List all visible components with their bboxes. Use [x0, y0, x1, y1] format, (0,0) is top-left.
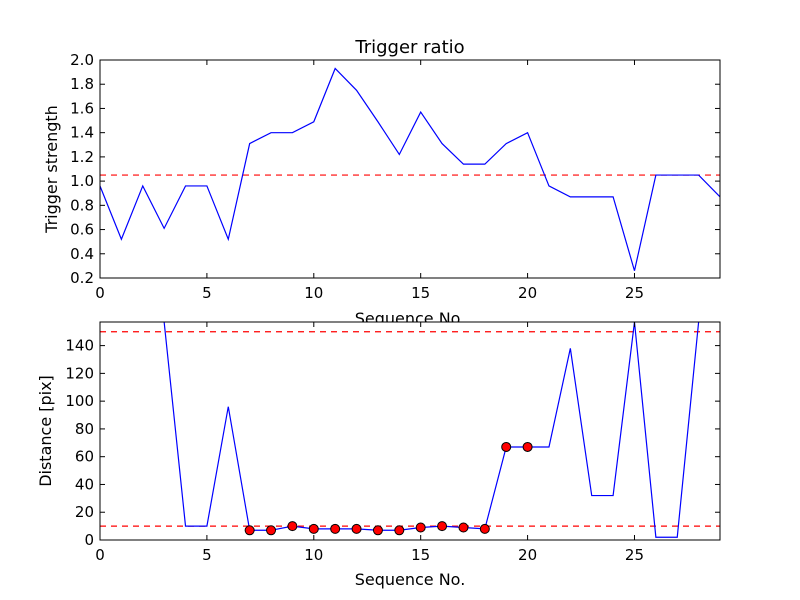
data-point-marker [522, 441, 533, 452]
x-tick-label: 0 [95, 546, 105, 564]
top-y-ticks: 0.2 0.4 0.6 0.8 1.0 1.2 1.4 1.6 1.8 2.0 [70, 51, 720, 287]
y-tick-label: 0.6 [70, 221, 94, 239]
y-tick-label: 2.0 [70, 51, 94, 69]
data-point-marker [330, 523, 341, 534]
y-tick-label: 60 [75, 448, 94, 466]
y-tick-label: 40 [75, 475, 94, 493]
y-tick-label: 0.4 [70, 245, 94, 263]
data-point-marker [458, 522, 469, 533]
top-chart-title: Trigger ratio [354, 37, 464, 58]
bottom-y-axis-label: Distance [pix] [36, 375, 55, 487]
data-point-marker [394, 525, 405, 536]
y-tick-label: 1.8 [70, 75, 94, 93]
data-point-marker [415, 522, 426, 533]
x-tick-label: 15 [411, 284, 430, 302]
top-y-axis-label: Trigger strength [42, 105, 61, 234]
bottom-subplot: 0 5 10 15 20 25 0 20 40 60 80 100 120 140 Sequence N… [36, 321, 721, 589]
top-axes-border [99, 59, 721, 279]
x-tick-label: 0 [95, 284, 105, 302]
bottom-series [163, 322, 700, 538]
y-tick-label: 1.4 [70, 124, 94, 142]
y-tick-label: 1.6 [70, 99, 94, 117]
x-tick-label: 15 [411, 546, 430, 564]
x-tick-label: 10 [304, 284, 323, 302]
x-tick-label: 25 [625, 546, 644, 564]
bottom-axes-border [99, 321, 721, 541]
y-tick-label: 0.2 [70, 269, 94, 287]
data-point-marker [501, 441, 512, 452]
y-tick-label: 100 [65, 392, 94, 410]
y-tick-label: 20 [75, 503, 94, 521]
y-tick-label: 80 [75, 420, 94, 438]
y-tick-label: 0.8 [70, 196, 94, 214]
y-tick-label: 0 [84, 531, 94, 549]
x-tick-label: 5 [202, 546, 212, 564]
x-tick-label: 20 [518, 546, 537, 564]
data-point-marker [308, 523, 319, 534]
top-plot-area [100, 60, 720, 278]
data-point-marker [266, 525, 277, 536]
data-point-marker [244, 525, 255, 536]
x-tick-label: 25 [625, 284, 644, 302]
top-series [100, 67, 720, 271]
x-tick-label: 10 [304, 546, 323, 564]
x-tick-label: 20 [518, 284, 537, 302]
data-point-marker [372, 525, 383, 536]
bottom-plot-area [100, 322, 720, 540]
y-tick-label: 120 [65, 364, 94, 382]
bottom-x-ticks: 0 5 10 15 20 25 [95, 322, 644, 564]
series-line-0 [163, 322, 700, 538]
y-tick-label: 140 [65, 337, 94, 355]
top-subplot: 0 5 10 15 20 25 0.2 0.4 0.6 0.8 1.0 1.2 1.4 1.6 1.8 2.… [42, 37, 721, 328]
series-line-0 [100, 67, 720, 271]
data-point-marker [437, 521, 448, 532]
bottom-y-ticks: 0 20 40 60 80 100 120 140 [65, 337, 720, 549]
y-tick-label: 1.2 [70, 148, 94, 166]
x-tick-label: 5 [202, 284, 212, 302]
bottom-x-axis-label: Sequence No. [355, 570, 466, 589]
data-point-marker [479, 523, 490, 534]
top-x-ticks: 0 5 10 15 20 25 [95, 60, 644, 302]
y-tick-label: 1.0 [70, 172, 94, 190]
data-point-marker [287, 521, 298, 532]
data-point-marker [351, 523, 362, 534]
